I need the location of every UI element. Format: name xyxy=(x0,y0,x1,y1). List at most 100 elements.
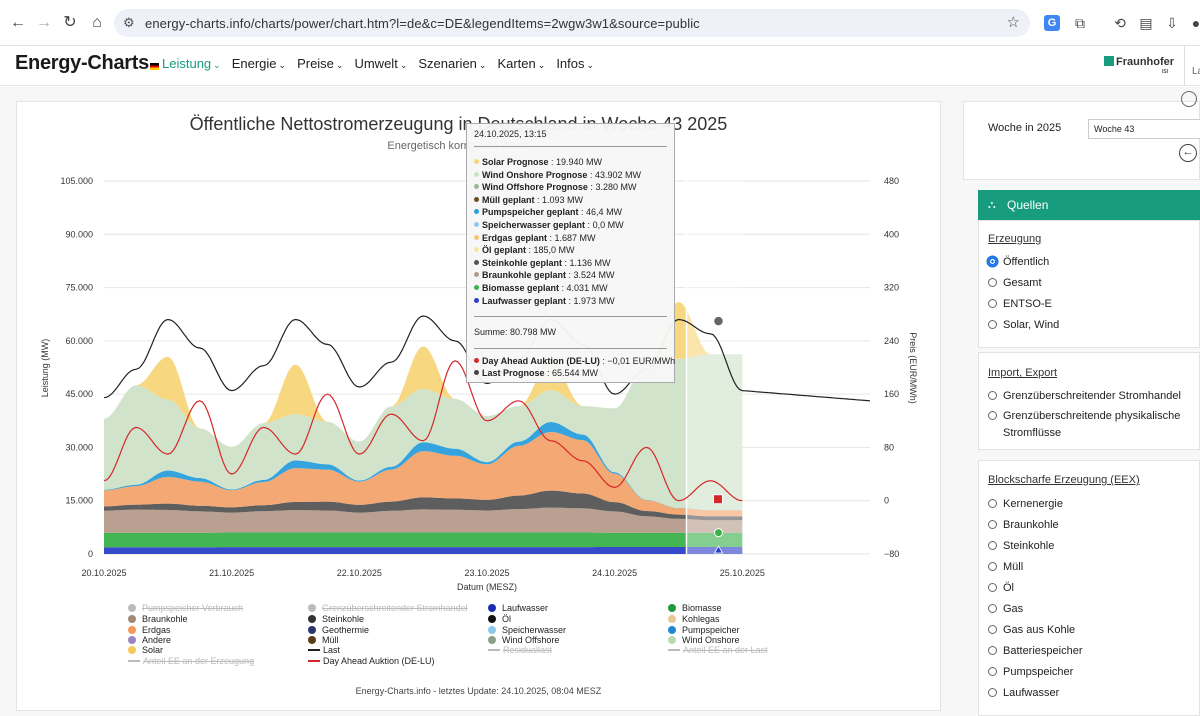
header-divider xyxy=(1184,46,1185,86)
legend-item[interactable]: Öl xyxy=(488,614,511,624)
radio-stromfluesse[interactable]: Grenzüberschreitende physikalische xyxy=(988,410,1180,422)
menu-szenarien[interactable]: Szenarien ⌄ xyxy=(418,56,487,71)
legend-item[interactable]: Steinkohle xyxy=(308,614,364,624)
series-dot-icon xyxy=(474,196,479,202)
extensions-icon[interactable]: ⧉ xyxy=(1075,15,1085,31)
radio-block[interactable]: Müll xyxy=(988,561,1023,573)
chart-svg[interactable]: 0 15.000 30.000 45.000 60.000 75.000 90.000 105… xyxy=(0,0,960,600)
week-select[interactable]: Woche 43 xyxy=(1088,119,1200,139)
bookmark-star-icon[interactable]: ☆ xyxy=(1006,14,1020,31)
tooltip-item: Solar Prognose : 19.940 MW xyxy=(474,156,667,169)
legend-item[interactable]: Anteil EE an der Last xyxy=(668,645,768,655)
tooltip-item: Steinkohle geplant : 1.136 MW xyxy=(474,257,667,270)
radio-circle-icon xyxy=(988,499,997,508)
radio-block[interactable]: Pumpspeicher xyxy=(988,666,1073,678)
tooltip-item: Biomasse geplant : 4.031 MW xyxy=(474,282,667,295)
legend-dot-icon xyxy=(488,615,496,623)
radio-stromhandel[interactable]: Grenzüberschreitender Stromhandel xyxy=(988,390,1181,402)
legend-item[interactable]: Wind Onshore xyxy=(668,635,740,645)
legend-item[interactable]: Day Ahead Auktion (DE-LU) xyxy=(308,656,435,666)
reading-list-icon[interactable]: ▤ xyxy=(1139,15,1153,31)
menu-umwelt[interactable]: Umwelt ⌄ xyxy=(354,56,408,71)
tooltip-item: Speicherwasser geplant : 0,0 MW xyxy=(474,219,667,232)
legend-dot-icon xyxy=(308,604,316,612)
area-wind-onshore xyxy=(104,354,743,511)
home-icon[interactable]: ⌂ xyxy=(92,14,102,31)
radio-block[interactable]: Gas aus Kohle xyxy=(988,624,1075,636)
legend-item[interactable]: Anteil EE an der Erzeugung xyxy=(128,656,254,666)
y-tick-label: 45.000 xyxy=(65,389,93,399)
legend-item[interactable]: Pumpspeicher xyxy=(668,625,740,635)
browser-toolbar: ← → ↻ ⌂ ⚙ energy-charts.info/charts/powe… xyxy=(0,0,1200,46)
translate-icon[interactable]: G xyxy=(1044,15,1060,31)
radio-erzeugung[interactable]: Öffentlich xyxy=(988,256,1049,268)
logo-second-text: Charts xyxy=(87,52,149,74)
back-arrow-icon[interactable]: ← xyxy=(10,14,26,31)
radio-block[interactable]: Batteriespeicher xyxy=(988,645,1083,657)
menu-infos[interactable]: Infos ⌄ xyxy=(556,56,595,71)
radio-stromfluesse-line2: Stromflüsse xyxy=(1003,427,1062,439)
y2-tick-label: 480 xyxy=(884,176,899,186)
legend-item[interactable]: Andere xyxy=(128,635,171,645)
url-text[interactable]: energy-charts.info/charts/power/chart.ht… xyxy=(145,16,700,31)
radio-block[interactable]: Laufwasser xyxy=(988,687,1059,699)
legend-dot-icon xyxy=(128,636,136,644)
radio-block[interactable]: Braunkohle xyxy=(988,519,1059,531)
y-tick-label: 30.000 xyxy=(65,442,93,452)
site-info-icon[interactable]: ⚙ xyxy=(123,15,135,30)
legend-item[interactable]: Pumpspeicher Verbrauch xyxy=(128,603,243,613)
legend-item[interactable]: Geothermie xyxy=(308,625,369,635)
chevron-down-icon: ⌄ xyxy=(537,60,546,70)
menu-karten[interactable]: Karten ⌄ xyxy=(497,56,546,71)
chevron-down-icon: ⌄ xyxy=(478,60,487,70)
series-dot-icon xyxy=(474,247,479,253)
fraunhofer-logo[interactable]: Fraunhofer ISI xyxy=(1104,56,1174,75)
tooltip-divider xyxy=(474,316,667,318)
legend-dot-icon xyxy=(668,615,676,623)
menu-leistung[interactable]: Leistung ⌄ xyxy=(162,56,221,71)
history-icon[interactable]: ⟲ xyxy=(1114,15,1126,31)
radio-erzeugung[interactable]: Gesamt xyxy=(988,277,1042,289)
legend-item[interactable]: Residuallast xyxy=(488,645,552,655)
menu-preise[interactable]: Preise ⌄ xyxy=(297,56,344,71)
quellen-header[interactable]: ⛬ Quellen xyxy=(978,190,1200,220)
forward-arrow-icon[interactable]: → xyxy=(36,14,52,31)
tooltip-price: Day Ahead Auktion (DE-LU) : −0,01 EUR/MW… xyxy=(474,355,675,368)
y-tick-label: 105.000 xyxy=(60,176,93,186)
tooltip-item: Braunkohle geplant : 3.524 MW xyxy=(474,269,667,282)
legend-dot-icon xyxy=(668,636,676,644)
radio-block[interactable]: Gas xyxy=(988,603,1023,615)
site-logo[interactable]: Energy-Charts xyxy=(15,52,159,75)
downloads-icon[interactable]: ⇩ xyxy=(1166,15,1178,31)
menu-energie[interactable]: Energie ⌄ xyxy=(231,56,287,71)
radio-erzeugung[interactable]: ENTSO-E xyxy=(988,298,1052,310)
y-tick-label: 15.000 xyxy=(65,496,93,506)
info-circle-icon[interactable] xyxy=(1181,91,1197,107)
legend-item[interactable]: Braunkohle xyxy=(128,614,188,624)
legend-item[interactable]: Biomasse xyxy=(668,603,722,613)
legend-item[interactable]: Grenzüberschreitender Stromhandel xyxy=(308,603,468,613)
y-tick-label: 75.000 xyxy=(65,283,93,293)
radio-block[interactable]: Öl xyxy=(988,582,1014,594)
legend-item[interactable]: Kohlegas xyxy=(668,614,720,624)
series-dot-icon xyxy=(474,171,479,177)
area-steinkohle xyxy=(104,490,743,521)
legend-item[interactable]: Erdgas xyxy=(128,625,171,635)
radio-erzeugung[interactable]: Solar, Wind xyxy=(988,319,1059,331)
legend-item[interactable]: Solar xyxy=(128,645,163,655)
back-circle-icon[interactable]: ← xyxy=(1179,144,1197,162)
radio-block[interactable]: Kernenergie xyxy=(988,498,1063,510)
profile-icon[interactable]: ● xyxy=(1191,15,1200,31)
legend-item[interactable]: Wind Offshore xyxy=(488,635,559,645)
radio-block[interactable]: Steinkohle xyxy=(988,540,1054,552)
area-biomasse xyxy=(104,532,743,548)
legend-dot-icon xyxy=(668,626,676,634)
legend-item[interactable]: Müll xyxy=(308,635,339,645)
address-bar[interactable]: ⚙ energy-charts.info/charts/power/chart.… xyxy=(114,9,1030,37)
area-solar xyxy=(104,302,743,447)
language-label[interactable]: La xyxy=(1192,66,1200,77)
legend-item[interactable]: Speicherwasser xyxy=(488,625,566,635)
legend-item[interactable]: Laufwasser xyxy=(488,603,548,613)
reload-icon[interactable]: ↻ xyxy=(63,14,77,31)
legend-item[interactable]: Last xyxy=(308,645,340,655)
